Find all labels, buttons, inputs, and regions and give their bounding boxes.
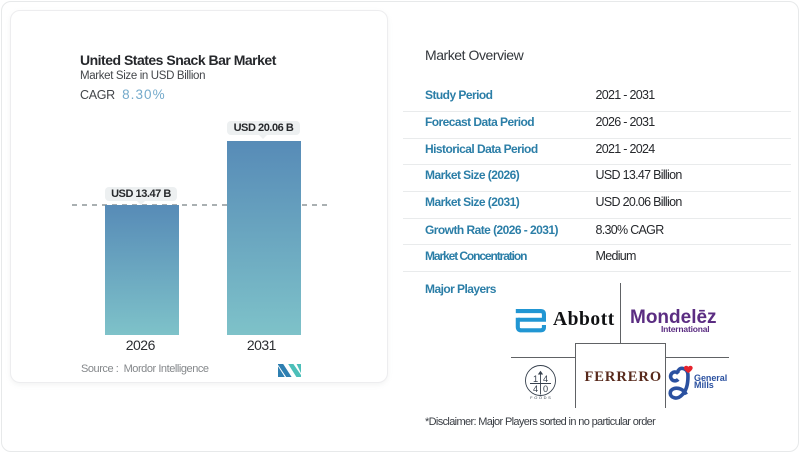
svg-text:1: 1 — [533, 374, 538, 384]
svg-text:0: 0 — [543, 384, 548, 394]
svg-text:FOODS: FOODS — [530, 395, 552, 400]
svg-text:4: 4 — [543, 374, 548, 384]
svg-text:4: 4 — [533, 384, 538, 394]
